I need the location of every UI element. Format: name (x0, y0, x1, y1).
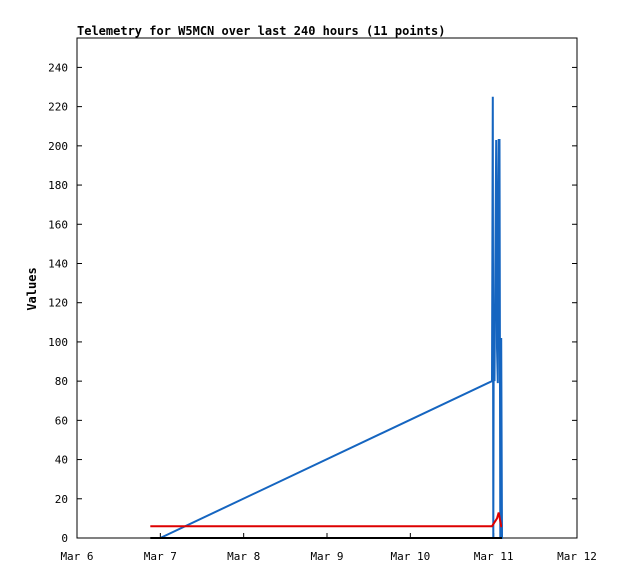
y-axis-ticks: 0 20 40 60 80 100 120 140 160 180 200 220 240 (48, 61, 577, 545)
y-tick-label: 140 (48, 257, 68, 270)
x-tick-label: Mar 8 (227, 550, 260, 563)
series-line-1 (150, 512, 503, 528)
y-tick-label: 40 (55, 454, 68, 467)
x-axis-ticks: Mar 6 Mar 7 Mar 8 Mar 9 Mar 10 Mar 11 Mar 12 (60, 533, 597, 563)
chart-title: Telemetry for W5MCN over last 240 hours … (77, 24, 445, 38)
y-tick-label: 60 (55, 414, 68, 427)
data-series (150, 96, 503, 539)
y-tick-label: 220 (48, 101, 68, 114)
y-tick-label: 120 (48, 297, 68, 310)
x-tick-label: Mar 6 (60, 550, 93, 563)
x-tick-label: Mar 12 (557, 550, 597, 563)
x-tick-label: Mar 7 (144, 550, 177, 563)
y-axis-label: Values (25, 267, 39, 310)
y-tick-label: 180 (48, 179, 68, 192)
series-line-0 (159, 96, 503, 539)
y-tick-label: 200 (48, 140, 68, 153)
y-tick-label: 240 (48, 61, 68, 74)
x-tick-label: Mar 9 (310, 550, 343, 563)
y-tick-label: 20 (55, 493, 68, 506)
x-tick-label: Mar 11 (474, 550, 514, 563)
y-tick-label: 80 (55, 375, 68, 388)
y-tick-label: 160 (48, 218, 68, 231)
y-tick-label: 0 (61, 532, 68, 545)
x-tick-label: Mar 10 (390, 550, 430, 563)
y-tick-label: 100 (48, 336, 68, 349)
